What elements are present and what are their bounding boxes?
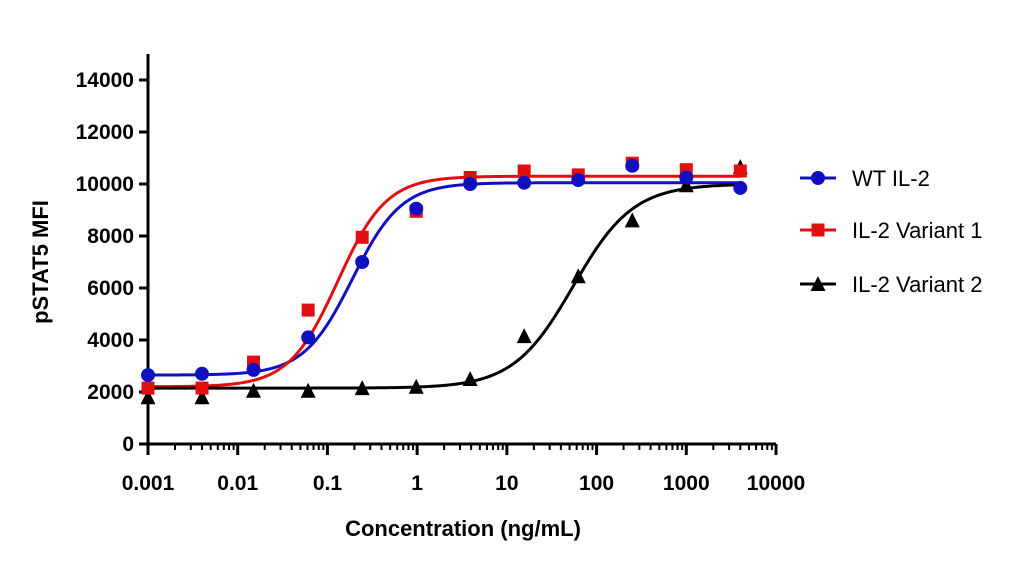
legend-marker-triangle xyxy=(810,276,826,291)
fit-curve xyxy=(148,174,741,389)
x-tick-label: 10000 xyxy=(747,472,805,495)
legend-marker-square xyxy=(811,223,825,237)
x-tick-label: 0.01 xyxy=(217,472,258,495)
data-point-circle xyxy=(517,175,532,190)
legend-label: IL-2 Variant 1 xyxy=(852,218,982,243)
fit-curve xyxy=(147,181,741,377)
data-point-triangle xyxy=(462,371,478,386)
data-points xyxy=(140,156,748,405)
legend-marker-circle xyxy=(811,171,825,185)
y-tick-label: 10000 xyxy=(76,173,134,196)
legend-item: WT IL-2 xyxy=(800,166,930,191)
x-tick-label: 0.001 xyxy=(122,472,175,495)
fit-curves xyxy=(147,174,741,390)
data-point-circle xyxy=(679,170,694,185)
x-tick-label: 1 xyxy=(411,472,423,495)
legend-item: IL-2 Variant 2 xyxy=(800,272,982,297)
legend-label: WT IL-2 xyxy=(852,166,930,191)
y-tick-label: 12000 xyxy=(76,121,134,144)
data-point-triangle xyxy=(194,389,210,405)
y-tick-label: 4000 xyxy=(87,329,134,352)
y-tick-label: 6000 xyxy=(87,277,134,300)
data-point-triangle xyxy=(570,268,586,284)
data-point-square xyxy=(355,230,369,244)
data-point-circle xyxy=(141,368,155,383)
data-point-circle xyxy=(301,330,316,345)
legend: WT IL-2 IL-2 Variant 1 IL-2 Variant 2 xyxy=(800,166,982,297)
data-point-circle xyxy=(571,173,586,188)
data-point-triangle xyxy=(408,378,424,394)
legend-label: IL-2 Variant 2 xyxy=(852,272,982,297)
x-tick-label: 100 xyxy=(579,472,614,495)
data-point-triangle xyxy=(516,328,532,344)
data-point-triangle xyxy=(678,177,694,193)
data-point-square xyxy=(141,381,155,395)
y-tick-label: 2000 xyxy=(87,381,134,404)
data-point-circle xyxy=(733,180,748,195)
y-tick-label: 14000 xyxy=(76,69,134,92)
data-point-circle xyxy=(625,158,640,173)
x-tick-label: 1000 xyxy=(663,472,710,495)
data-point-square xyxy=(733,164,747,178)
y-tick-label: 0 xyxy=(122,433,134,456)
data-point-square xyxy=(517,164,531,178)
legend-item: IL-2 Variant 1 xyxy=(800,218,982,243)
data-point-circle xyxy=(409,201,424,216)
data-point-circle xyxy=(195,366,210,381)
data-point-square xyxy=(195,381,209,395)
data-point-triangle xyxy=(354,380,370,396)
data-point-triangle xyxy=(246,382,262,398)
data-point-triangle xyxy=(624,212,640,228)
x-axis-title: Concentration (ng/mL) xyxy=(345,516,581,541)
data-point-triangle xyxy=(300,382,316,398)
data-point-square xyxy=(301,303,315,317)
y-axis-title: pSTAT5 MFI xyxy=(28,200,53,324)
data-point-circle xyxy=(246,362,261,377)
x-tick-label: 10 xyxy=(495,472,518,495)
x-tick-label: 0.1 xyxy=(313,472,343,495)
axes: 0 2000 4000 6000 8000 10000 12000 14000 0.001 0.0… xyxy=(76,54,805,495)
y-tick-label: 8000 xyxy=(87,225,134,248)
data-point-circle xyxy=(355,255,370,269)
data-point-triangle xyxy=(140,389,156,405)
data-point-circle xyxy=(463,177,478,191)
fit-curve xyxy=(148,183,741,390)
